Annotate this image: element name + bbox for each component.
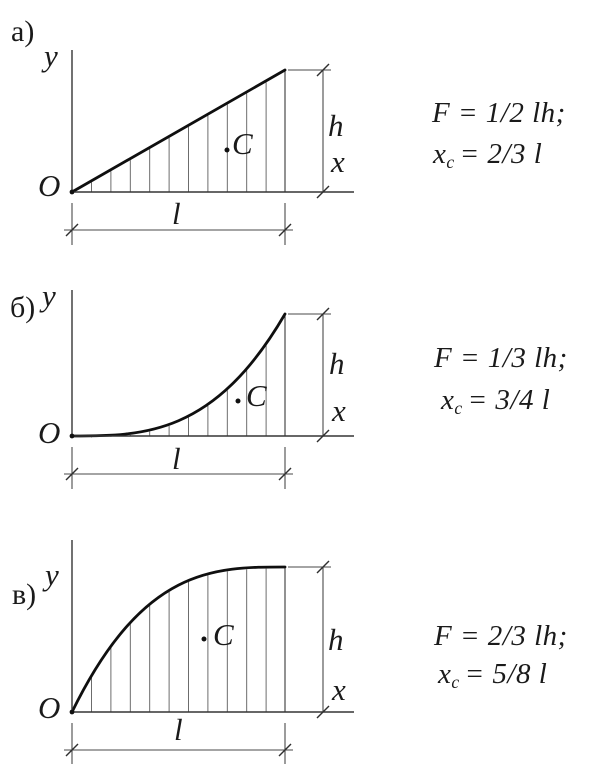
dimension-tick bbox=[316, 185, 330, 199]
area-formula-text: F = 1/3 lh; bbox=[434, 342, 568, 374]
origin-dot bbox=[69, 433, 75, 439]
boundary-curve bbox=[70, 312, 287, 438]
boundary-curve bbox=[70, 68, 287, 194]
origin-label: O bbox=[38, 690, 61, 725]
origin-dot bbox=[69, 709, 75, 715]
area-formula: F = 1/3 lh; bbox=[434, 344, 568, 373]
dimension-tick bbox=[316, 307, 330, 321]
dimension-tick bbox=[316, 560, 330, 574]
panel-letter-a: а) bbox=[11, 15, 35, 48]
dimension-tick bbox=[316, 429, 330, 443]
centroid-formula: xc = 2/3 l bbox=[433, 140, 542, 171]
length-dimension-label: l bbox=[172, 441, 181, 476]
area-formula-text: F = 2/3 lh; bbox=[434, 620, 568, 652]
panel-c: в) y O x h l C F = 2/3 lh; xc = 5/8 l bbox=[0, 512, 600, 768]
centroid-dot bbox=[224, 147, 230, 153]
dimension-tick bbox=[278, 467, 292, 481]
panel-b: б) y O x h l C F = 1/3 lh; xc = 3/4 l bbox=[0, 256, 600, 512]
panel-letter-c: в) bbox=[12, 578, 37, 611]
centroid-label: C bbox=[213, 617, 234, 652]
y-axis-label: y bbox=[42, 278, 56, 313]
centroid-dot bbox=[235, 398, 241, 404]
diagram-b-concave-parabola bbox=[64, 290, 354, 489]
x-axis-label: x bbox=[332, 393, 346, 428]
panel-a: а) y O x h l C F = 1/2 lh; xc = 2/3 l bbox=[0, 0, 600, 256]
centroid-formula-subscript: c bbox=[454, 397, 463, 418]
centroid-formula: xc = 5/8 l bbox=[438, 660, 547, 691]
diagram-c-convex-parabola bbox=[64, 540, 354, 764]
centroid-formula-base: x bbox=[441, 384, 455, 416]
origin-label: O bbox=[38, 168, 61, 203]
panel-letter-b: б) bbox=[10, 291, 36, 324]
dimension-tick bbox=[316, 705, 330, 719]
diagram-a-triangle bbox=[64, 50, 354, 245]
centroid-label: C bbox=[232, 126, 253, 161]
y-axis-label: y bbox=[45, 557, 59, 592]
boundary-curve bbox=[70, 565, 287, 714]
centroid-formula-value: = 5/8 l bbox=[464, 658, 548, 690]
centroid-label: C bbox=[246, 378, 267, 413]
length-dimension-label: l bbox=[172, 196, 181, 231]
dimension-tick bbox=[278, 743, 292, 757]
area-formula: F = 2/3 lh; bbox=[434, 622, 568, 651]
length-dimension-label: l bbox=[174, 712, 183, 747]
centroid-formula-subscript: c bbox=[451, 671, 460, 692]
origin-dot bbox=[69, 189, 75, 195]
dimension-tick bbox=[65, 467, 79, 481]
dimension-tick bbox=[316, 63, 330, 77]
centroid-formula-subscript: c bbox=[446, 151, 455, 172]
centroid-formula-value: = 2/3 l bbox=[459, 138, 543, 170]
area-formula: F = 1/2 lh; bbox=[432, 99, 566, 128]
centroid-dot bbox=[201, 636, 207, 642]
dimension-tick bbox=[65, 223, 79, 237]
centroid-formula-base: x bbox=[438, 658, 452, 690]
y-axis-label: y bbox=[44, 38, 58, 73]
origin-label: O bbox=[38, 415, 61, 450]
area-formula-text: F = 1/2 lh; bbox=[432, 97, 566, 129]
x-axis-label: x bbox=[332, 672, 346, 707]
centroid-formula: xc = 3/4 l bbox=[441, 386, 550, 417]
centroid-formula-base: x bbox=[433, 138, 447, 170]
centroid-formula-value: = 3/4 l bbox=[467, 384, 551, 416]
x-axis-label: x bbox=[331, 144, 345, 179]
height-dimension-label: h bbox=[328, 622, 344, 657]
dimension-tick bbox=[278, 223, 292, 237]
height-dimension-label: h bbox=[328, 108, 344, 143]
dimension-tick bbox=[65, 743, 79, 757]
height-dimension-label: h bbox=[329, 346, 345, 381]
